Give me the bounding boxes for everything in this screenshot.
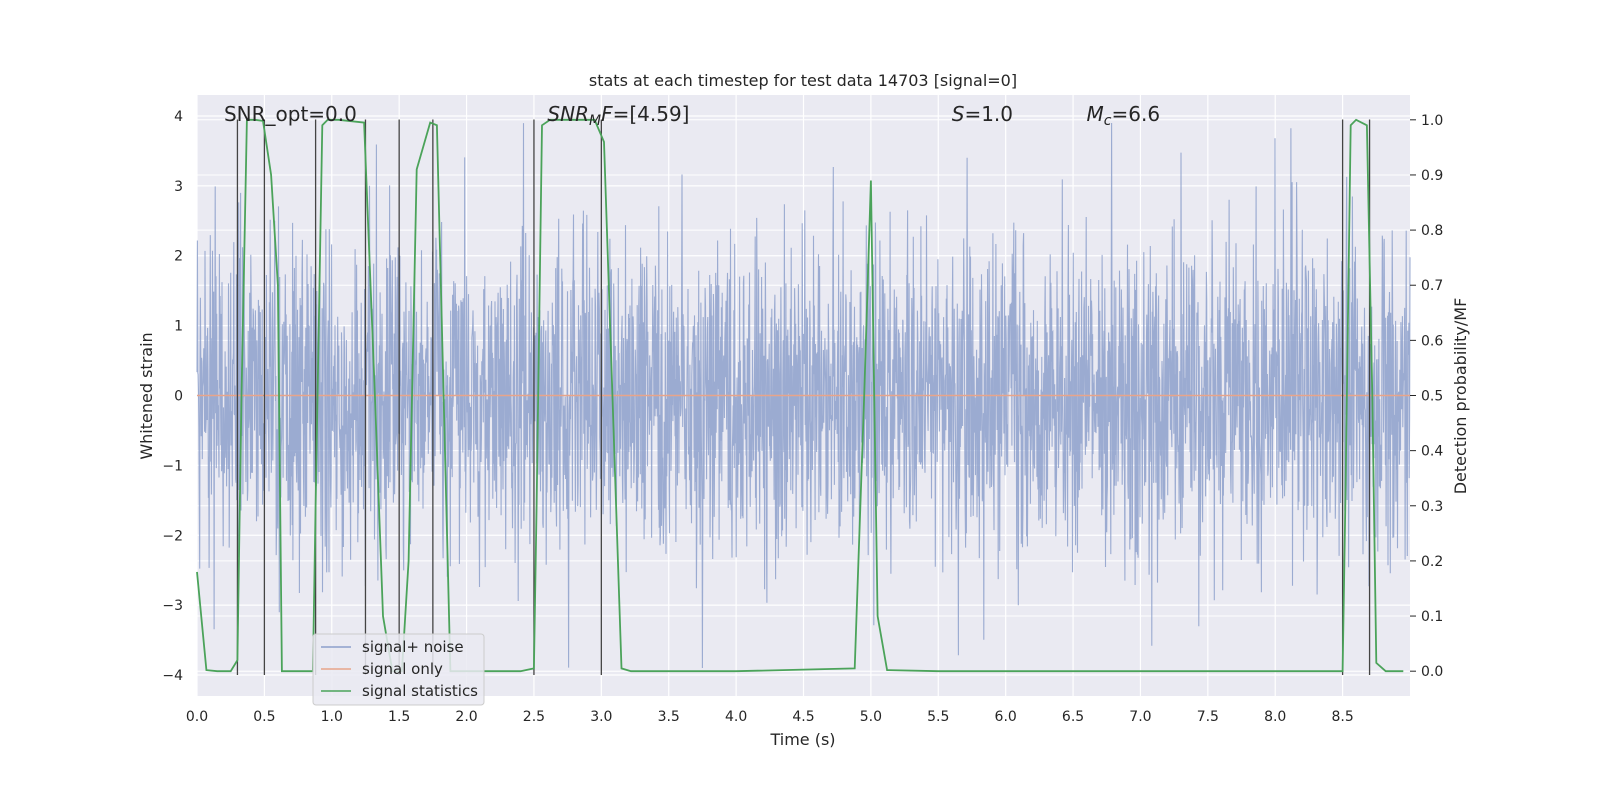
y-right-tick-label: 0.2 xyxy=(1421,554,1443,570)
x-tick-label: 6.5 xyxy=(1062,709,1084,725)
y-tick-label: −2 xyxy=(162,528,183,544)
annotation-part: F xyxy=(601,102,613,126)
x-tick-label: 7.5 xyxy=(1197,709,1219,725)
x-tick-label: 7.0 xyxy=(1129,709,1151,725)
y-tick-label: 2 xyxy=(174,249,183,265)
annotation-text: S=1.0 xyxy=(952,102,1013,126)
y-right-tick-label: 0.3 xyxy=(1421,499,1443,515)
annotation-part: S xyxy=(952,102,965,126)
legend-box xyxy=(312,633,485,706)
annotation-part: =6.6 xyxy=(1112,102,1161,126)
annotation-text: SNRMF=[4.59] xyxy=(547,102,689,129)
y-tick-label: 3 xyxy=(174,179,183,195)
annotation-text: SNR_opt=0.0 xyxy=(224,102,357,126)
y-right-tick-label: 0.5 xyxy=(1421,389,1443,405)
y-tick-label: −3 xyxy=(162,598,183,614)
x-axis-ticks: 0.0 0.5 1.0 1.5 2.0 2.5 3.0 3.5 4.0 4.5 5.0 5.5 6.0 6… xyxy=(186,709,1354,725)
y-right-tick-label: 0.1 xyxy=(1421,609,1443,625)
legend-label-stats: signal statistics xyxy=(362,682,478,700)
y-right-tick-label: 0.7 xyxy=(1421,278,1443,294)
y-right-tick-label: 0.6 xyxy=(1421,333,1443,349)
x-tick-label: 2.0 xyxy=(455,709,477,725)
chart-title: stats at each timestep for test data 147… xyxy=(589,71,1017,90)
x-tick-label: 0.0 xyxy=(186,709,208,725)
annotation-part: =[4.59] xyxy=(613,102,690,126)
x-tick-label: 5.0 xyxy=(860,709,882,725)
legend: signal+ noise signal only signal statist… xyxy=(312,633,485,706)
annotation-text: Mc=6.6 xyxy=(1087,102,1161,129)
y-tick-label: 1 xyxy=(174,319,183,335)
y-axis-right-ticks: 1.0 0.9 0.8 0.7 0.6 0.5 0.4 0.3 0.2 0.1 0.0 xyxy=(1410,113,1443,680)
x-tick-label: 8.0 xyxy=(1264,709,1286,725)
annotation-part: SNR_opt=0.0 xyxy=(224,102,357,126)
x-tick-label: 8.5 xyxy=(1331,709,1353,725)
annotation-part: c xyxy=(1104,113,1112,129)
y-tick-label: 4 xyxy=(174,109,183,125)
annotation-part: M xyxy=(1087,102,1104,126)
y-axis-label: Whitened strain xyxy=(137,332,156,459)
y-right-tick-label: 0.0 xyxy=(1421,664,1443,680)
y-axis-left-ticks: 4 3 2 1 0 −1 −2 −3 −4 xyxy=(162,109,183,684)
y-right-tick-label: 0.8 xyxy=(1421,223,1443,239)
annotations: SNR_opt=0.0 SNRMF=[4.59] S=1.0 Mc=6.6 xyxy=(224,102,1160,129)
x-tick-label: 3.0 xyxy=(590,709,612,725)
x-tick-label: 2.5 xyxy=(523,709,545,725)
x-tick-label: 1.5 xyxy=(388,709,410,725)
legend-label-signal: signal only xyxy=(362,660,443,678)
x-tick-label: 4.5 xyxy=(792,709,814,725)
x-tick-label: 5.5 xyxy=(927,709,949,725)
y-right-tick-label: 0.4 xyxy=(1421,444,1443,460)
x-tick-label: 6.0 xyxy=(995,709,1017,725)
x-axis-label: Time (s) xyxy=(769,730,835,749)
vertical-markers xyxy=(236,119,1371,676)
y-tick-label: −4 xyxy=(162,668,183,684)
x-tick-label: 4.0 xyxy=(725,709,747,725)
x-tick-label: 3.5 xyxy=(658,709,680,725)
y-axis-right-label: Detection probability/MF xyxy=(1451,298,1470,495)
x-tick-label: 0.5 xyxy=(253,709,275,725)
annotation-part: SNR xyxy=(547,102,589,126)
x-tick-label: 1.0 xyxy=(321,709,343,725)
legend-label-noise: signal+ noise xyxy=(362,638,464,656)
annotation-part: M xyxy=(589,113,601,129)
y-right-tick-label: 1.0 xyxy=(1421,113,1443,129)
y-tick-label: 0 xyxy=(174,389,183,405)
y-tick-label: −1 xyxy=(162,458,183,474)
y-right-tick-label: 0.9 xyxy=(1421,168,1443,184)
annotation-part: =1.0 xyxy=(964,102,1013,126)
